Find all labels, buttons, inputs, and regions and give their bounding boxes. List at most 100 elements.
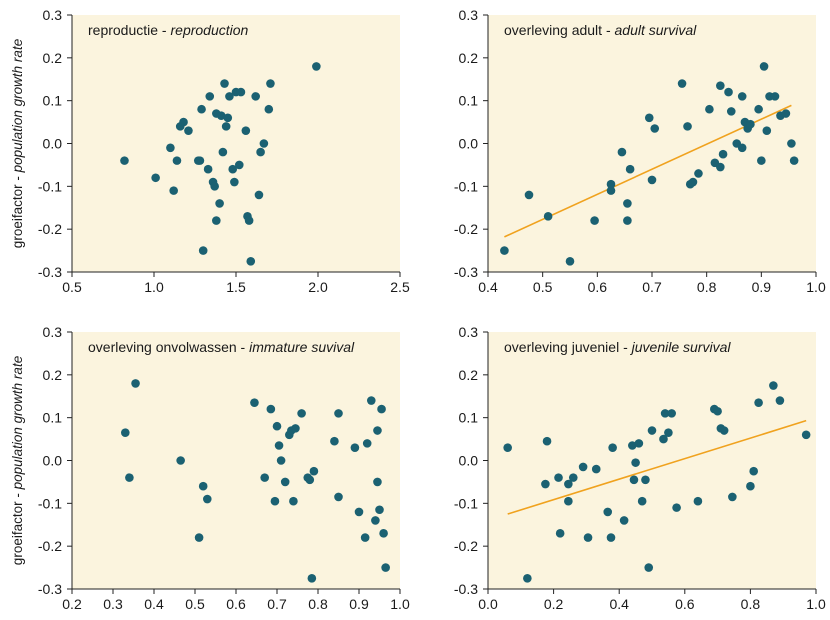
data-point — [728, 492, 737, 502]
data-point — [664, 428, 673, 437]
y-tick-label: -0.3 — [454, 264, 478, 280]
y-tick-label: -0.3 — [38, 264, 62, 280]
data-point — [688, 177, 698, 187]
y-tick-label: -0.2 — [454, 538, 478, 554]
x-tick-label: 0.8 — [308, 596, 328, 612]
plot-area-bg — [72, 15, 400, 272]
data-point — [234, 160, 244, 170]
data-point — [541, 479, 550, 489]
x-tick-label: 0.6 — [226, 596, 246, 612]
y-axis-label: groeifactor - population growth rate — [10, 356, 25, 565]
x-tick-label: 0.9 — [752, 279, 772, 295]
panel-title-en: juvenile survival — [630, 339, 732, 355]
data-point — [789, 156, 799, 165]
x-tick-label: 0.7 — [642, 279, 662, 295]
data-point — [746, 481, 755, 491]
panel-title-en: adult survival — [615, 22, 698, 38]
data-point — [179, 117, 188, 127]
data-point — [565, 256, 575, 266]
panel-2: overleving adult - adult survival 0.4 0.5 0… — [454, 7, 826, 295]
data-point — [737, 143, 747, 153]
data-point — [623, 199, 632, 208]
data-point — [568, 473, 578, 482]
data-point — [606, 533, 616, 542]
data-point — [272, 421, 282, 431]
data-point — [634, 439, 644, 448]
x-tick-label: 1.0 — [390, 596, 410, 612]
data-point — [259, 139, 269, 148]
data-point — [309, 466, 319, 476]
panel-title-sep: - — [237, 339, 249, 355]
data-point — [554, 473, 563, 482]
plot-area-bg — [72, 332, 400, 589]
data-point — [254, 190, 264, 200]
data-point — [757, 156, 766, 165]
panel-title: reproductie - reproduction — [88, 22, 249, 38]
data-point — [225, 92, 234, 101]
data-point — [724, 87, 733, 97]
data-point — [371, 516, 380, 525]
panel-title-sep: - — [158, 22, 170, 38]
data-point — [629, 475, 639, 485]
plot-area-bg — [488, 15, 816, 272]
y-tick-label: -0.2 — [454, 221, 478, 237]
data-point — [381, 563, 390, 572]
y-axis-label-sep: - — [10, 172, 25, 184]
data-point — [608, 443, 617, 452]
y-tick-label: -0.1 — [454, 495, 478, 511]
data-point — [770, 92, 780, 101]
data-point — [737, 92, 747, 101]
y-tick-label: 0.0 — [459, 453, 479, 469]
data-point — [244, 216, 254, 225]
data-point — [176, 456, 185, 465]
data-point — [221, 122, 231, 131]
data-point — [801, 430, 811, 440]
data-point — [291, 424, 300, 433]
data-point — [787, 139, 796, 148]
data-point — [236, 87, 246, 97]
y-tick-label: 0.2 — [459, 367, 479, 383]
panel-title-sep: - — [619, 339, 631, 355]
data-point — [312, 62, 321, 71]
y-tick-label: 0.2 — [43, 50, 63, 66]
panel-title-en: reproduction — [171, 22, 249, 38]
y-axis-label: groeifactor - population growth rate — [10, 39, 25, 248]
data-point — [660, 409, 670, 418]
y-tick-label: -0.3 — [38, 581, 62, 597]
data-point — [746, 119, 755, 129]
data-point — [590, 216, 599, 225]
data-point — [523, 573, 532, 583]
data-point — [775, 396, 785, 405]
data-point — [619, 516, 629, 525]
y-tick-label: -0.3 — [454, 581, 478, 597]
data-point — [169, 186, 178, 195]
y-tick-label: -0.1 — [38, 495, 62, 511]
data-point — [637, 496, 647, 506]
y-axis-label-nl: groeifactor — [10, 501, 25, 565]
x-tick-label: 1.5 — [226, 279, 246, 295]
data-point — [647, 175, 657, 185]
y-tick-label: 0.1 — [459, 93, 479, 109]
data-point — [307, 573, 317, 583]
data-point — [334, 409, 343, 418]
y-tick-label: 0.2 — [459, 50, 479, 66]
data-point — [524, 190, 534, 200]
x-tick-label: 0.6 — [588, 279, 608, 295]
data-point — [373, 426, 382, 435]
data-point — [274, 441, 284, 450]
x-tick-label: 0.4 — [609, 596, 629, 612]
data-point — [125, 473, 134, 482]
y-tick-label: 0.3 — [43, 7, 63, 23]
data-point — [693, 496, 703, 506]
data-point — [591, 464, 601, 474]
x-tick-label: 0.7 — [267, 596, 287, 612]
panel-title-sep: - — [602, 22, 614, 38]
data-point — [266, 79, 275, 88]
y-tick-label: -0.2 — [38, 221, 62, 237]
data-point — [631, 458, 640, 467]
data-point — [131, 379, 140, 388]
data-point — [205, 92, 215, 101]
data-point — [264, 104, 274, 114]
x-tick-label: 1.0 — [144, 279, 164, 295]
data-point — [500, 246, 509, 255]
